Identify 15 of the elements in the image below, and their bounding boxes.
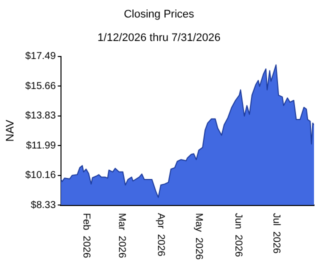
- y-tick-label: $10.16: [25, 170, 56, 182]
- x-tick-label: Jul 2026: [270, 213, 282, 254]
- x-tick-label: May 2026: [193, 213, 204, 260]
- y-tick-label: $11.99: [26, 140, 56, 152]
- y-tick-label: $15.66: [25, 80, 56, 92]
- y-axis-title: NAV: [4, 119, 17, 142]
- x-tick-label: Jun 2026: [232, 213, 244, 258]
- y-tick-label: $13.83: [25, 110, 56, 122]
- y-tick-label: $8.33: [30, 200, 56, 211]
- x-tick-label: Feb 2026: [80, 213, 92, 258]
- y-tick-label: $17.49: [25, 51, 56, 62]
- x-tick-label: Apr 2026: [155, 213, 166, 257]
- chart-subtitle: 1/12/2026 thru 7/31/2026: [98, 32, 220, 44]
- x-tick-label: Mar 2026: [116, 213, 127, 258]
- chart-title: Closing Prices: [124, 8, 195, 21]
